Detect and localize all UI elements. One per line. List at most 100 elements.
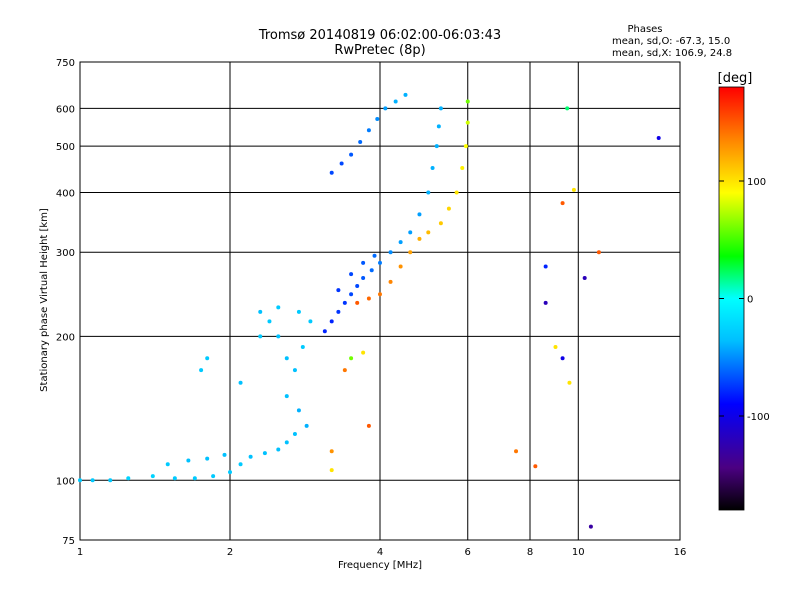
data-point (150, 474, 155, 479)
data-point (514, 449, 519, 454)
data-point (426, 230, 431, 235)
phases-heading: Phases (627, 24, 662, 35)
colorbar-tick-label: -100 (747, 412, 770, 423)
data-point (284, 356, 289, 361)
data-point (355, 283, 360, 288)
y-tick-label: 600 (56, 104, 75, 115)
data-point (434, 144, 439, 149)
data-point (388, 250, 393, 255)
data-point (78, 478, 82, 483)
data-point (192, 476, 197, 481)
data-point (565, 106, 570, 111)
data-point (126, 476, 131, 481)
data-point (267, 319, 272, 324)
data-point (339, 161, 344, 166)
data-point (342, 368, 347, 373)
data-point (588, 524, 593, 529)
data-point (349, 152, 354, 157)
data-point (454, 190, 459, 195)
data-point (228, 470, 232, 475)
x-axis-ticks: 1 2 4 6 8 10 16 (77, 547, 687, 558)
data-point (300, 345, 305, 350)
data-point (336, 309, 341, 314)
data-point (329, 319, 334, 324)
data-point (349, 292, 354, 297)
x-tick-label: 4 (377, 547, 383, 558)
data-point (571, 187, 576, 192)
data-point (426, 190, 431, 195)
data-point (186, 458, 191, 463)
data-point (398, 240, 403, 245)
data-point (438, 106, 443, 111)
data-point (417, 212, 422, 217)
data-point (284, 440, 289, 445)
data-point (304, 423, 309, 428)
data-point (238, 380, 243, 385)
data-point (463, 144, 468, 149)
x-tick-label: 16 (674, 547, 687, 558)
data-point (553, 345, 558, 350)
data-point (361, 275, 366, 280)
x-axis-label: Frequency [MHz] (338, 560, 422, 571)
data-point (533, 464, 538, 469)
data-point (211, 474, 216, 479)
data-point (276, 447, 281, 452)
data-point (296, 309, 301, 314)
data-point (292, 431, 297, 436)
y-axis-label: Stationary phase Virtual Height [km] (39, 208, 50, 392)
y-tick-label: 100 (56, 476, 75, 487)
x-tick-label: 6 (465, 547, 471, 558)
data-point (465, 99, 470, 104)
data-point (165, 462, 170, 467)
plot-frame (79, 61, 681, 541)
y-tick-label: 200 (56, 332, 75, 343)
data-point (172, 476, 177, 481)
data-point (366, 128, 371, 133)
data-points (78, 92, 661, 529)
y-tick-label: 300 (56, 248, 75, 259)
data-point (355, 300, 360, 305)
chart-subtitle: RwPretec (8p) (334, 43, 425, 58)
data-point (292, 368, 297, 373)
data-point (436, 124, 441, 129)
x-tick-label: 10 (572, 547, 585, 558)
data-point (375, 116, 380, 121)
colorbar-tick-label: 0 (747, 295, 753, 306)
data-point (205, 456, 210, 461)
x-tick-label: 2 (227, 547, 233, 558)
data-point (403, 92, 408, 97)
data-point (276, 305, 281, 310)
data-point (366, 296, 371, 301)
data-point (205, 356, 210, 361)
data-point (329, 170, 334, 175)
phases-x-stats: mean, sd,X: 106.9, 24.8 (612, 48, 732, 59)
data-point (369, 268, 374, 273)
data-point (336, 288, 341, 293)
data-point (349, 356, 354, 361)
data-point (383, 106, 388, 111)
data-point (408, 250, 413, 255)
data-point (90, 478, 95, 483)
data-point (560, 356, 565, 361)
data-point (284, 394, 289, 399)
data-point (543, 300, 548, 305)
data-point (258, 334, 263, 339)
data-point (465, 120, 470, 125)
y-tick-label: 750 (56, 58, 75, 69)
data-point (366, 423, 371, 428)
data-point (560, 201, 565, 206)
chart-title: Tromsø 20140819 06:02:00-06:03:43 (258, 28, 501, 43)
y-tick-label: 400 (56, 188, 75, 199)
data-point (238, 462, 243, 467)
data-point (596, 250, 601, 255)
data-point (349, 272, 354, 277)
data-point (656, 136, 661, 141)
plot-grid (80, 62, 680, 540)
colorbar-unit: [deg] (718, 71, 753, 86)
data-point (417, 236, 422, 241)
data-point (543, 264, 548, 269)
data-point (108, 478, 113, 483)
y-tick-label: 500 (56, 142, 75, 153)
data-point (358, 140, 363, 145)
data-point (378, 260, 382, 265)
